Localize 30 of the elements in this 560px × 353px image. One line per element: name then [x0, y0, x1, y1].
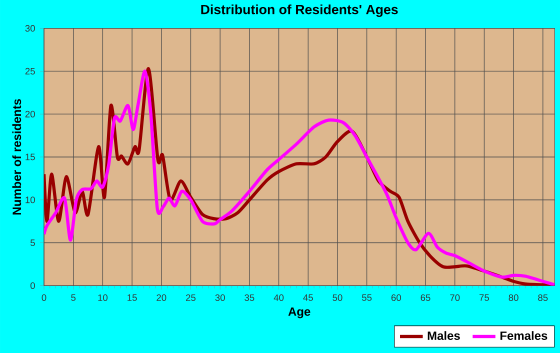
x-tick-label: 10 — [98, 294, 108, 301]
x-tick-label: 85 — [538, 294, 548, 301]
x-tick-label: 15 — [128, 294, 137, 301]
x-tick-label: 80 — [508, 294, 518, 301]
y-tick-label: 10 — [26, 196, 35, 204]
y-tick-label: 25 — [25, 68, 35, 75]
y-tick-label: 15 — [26, 154, 35, 160]
legend-label: Females — [500, 331, 548, 340]
x-tick-label: 75 — [480, 294, 489, 301]
x-axis-title: Age — [288, 307, 310, 318]
x-tick-label: 70 — [450, 294, 460, 301]
x-tick-label: 20 — [156, 294, 166, 301]
y-tick-label: 30 — [25, 25, 35, 32]
x-tick-label: 0 — [42, 294, 46, 301]
x-tick-label: 65 — [420, 294, 430, 301]
x-tick-label: 25 — [186, 294, 196, 301]
x-tick-label: 30 — [215, 294, 225, 301]
y-axis-title: Number of residents — [12, 99, 22, 215]
x-tick-label: 5 — [71, 294, 76, 301]
x-tick-label: 55 — [362, 294, 372, 301]
chart-title: Distribution of Residents' Ages — [201, 4, 398, 17]
y-tick-label: 5 — [30, 240, 35, 246]
x-tick-label: 35 — [244, 294, 254, 301]
y-tick-label: 20 — [25, 110, 35, 118]
x-tick-label: 40 — [274, 294, 284, 301]
x-tick-label: 45 — [303, 294, 313, 301]
legend-label: Males — [428, 331, 460, 340]
y-tick-label: 0 — [30, 282, 35, 289]
x-tick-label: 60 — [391, 294, 402, 301]
x-tick-label: 50 — [332, 294, 342, 301]
